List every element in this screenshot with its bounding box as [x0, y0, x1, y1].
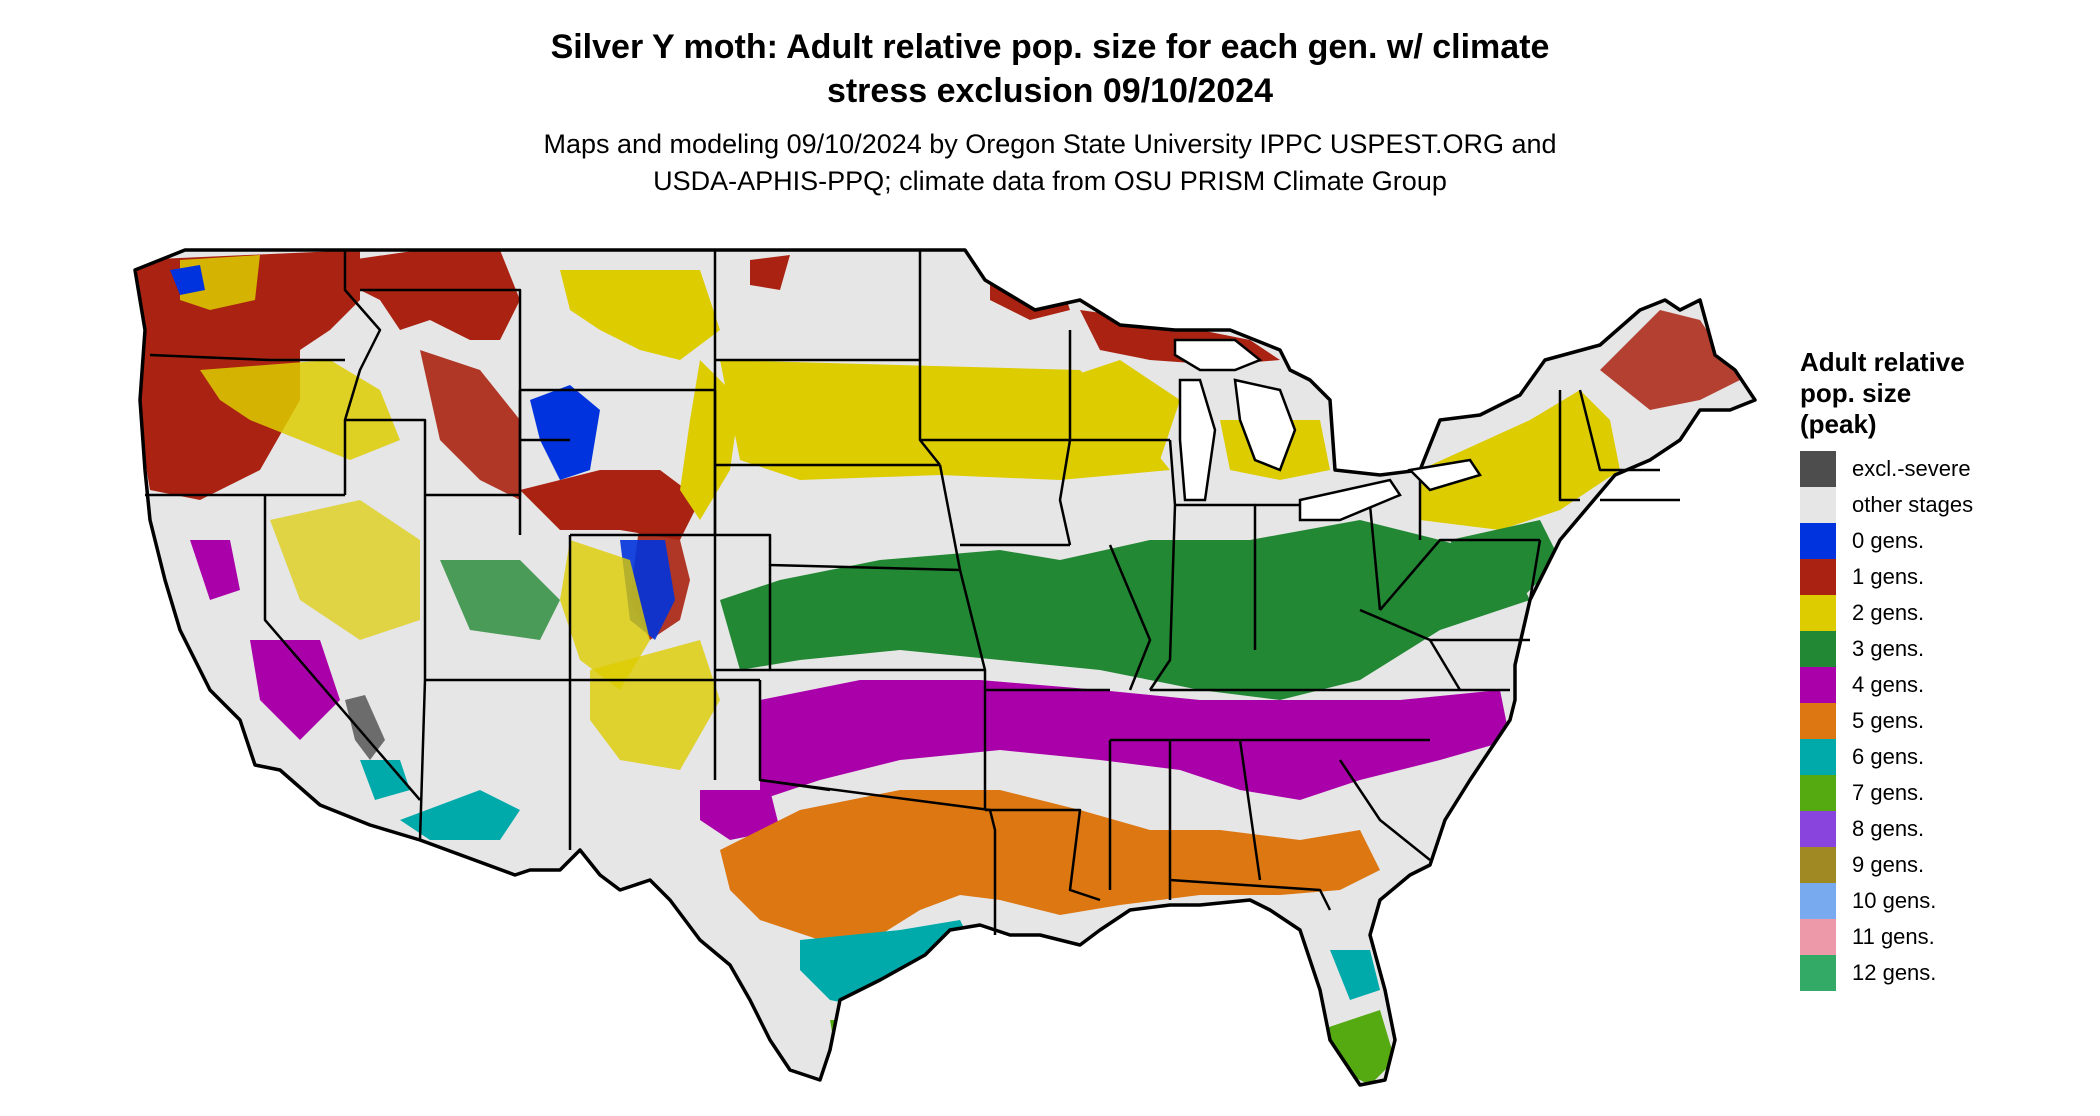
legend-item: 10 gens.	[1800, 883, 2090, 919]
legend-label: other stages	[1852, 492, 1974, 517]
legend-label: 6 gens.	[1852, 744, 1925, 769]
legend-label: 1 gens.	[1852, 564, 1925, 589]
legend-swatch	[1800, 451, 1836, 487]
legend-label: 5 gens.	[1852, 708, 1925, 733]
legend-label: 11 gens.	[1852, 924, 1935, 949]
legend-item: 2 gens.	[1800, 595, 2090, 631]
legend-item: excl.-severe	[1800, 451, 2090, 487]
legend-item: other stages	[1800, 487, 2090, 523]
legend-label: 0 gens.	[1852, 528, 1925, 553]
legend-label: 8 gens.	[1852, 816, 1925, 841]
legend-swatch	[1800, 667, 1836, 703]
legend-item: 9 gens.	[1800, 847, 2090, 883]
legend-title-line-2: pop. size	[1800, 378, 1912, 408]
legend-title: Adult relative pop. size (peak)	[1800, 347, 2060, 440]
legend-label: 12 gens.	[1852, 960, 1937, 985]
legend-item: 7 gens.	[1800, 775, 2090, 811]
legend-label: 3 gens.	[1852, 636, 1925, 661]
legend-item: 12 gens.	[1800, 955, 2090, 991]
legend-item: 5 gens.	[1800, 703, 2090, 739]
map-subtitle-line-2: USDA-APHIS-PPQ; climate data from OSU PR…	[653, 166, 1447, 196]
legend-item: 1 gens.	[1800, 559, 2090, 595]
legend-swatch	[1800, 847, 1836, 883]
legend-swatch	[1800, 955, 1836, 991]
legend-label: 9 gens.	[1852, 852, 1925, 877]
map-title-line-1: Silver Y moth: Adult relative pop. size …	[550, 28, 1550, 66]
legend-swatch	[1800, 595, 1836, 631]
map-subtitle-line-1: Maps and modeling 09/10/2024 by Oregon S…	[543, 129, 1557, 159]
legend-swatch	[1800, 487, 1836, 523]
map-title-line-2: stress exclusion 09/10/2024	[826, 72, 1274, 110]
legend-title-line-1: Adult relative	[1800, 347, 1965, 377]
legend-item: 3 gens.	[1800, 631, 2090, 667]
legend-swatch	[1800, 523, 1836, 559]
legend-title-line-3: (peak)	[1800, 409, 1877, 439]
legend-swatch	[1800, 631, 1836, 667]
legend-swatch	[1800, 559, 1836, 595]
legend-label: 4 gens.	[1852, 672, 1925, 697]
legend-label: excl.-severe	[1852, 456, 1971, 481]
legend-swatch	[1800, 811, 1836, 847]
legend-label: 7 gens.	[1852, 780, 1925, 805]
legend-item: 0 gens.	[1800, 523, 2090, 559]
legend-swatch	[1800, 919, 1836, 955]
legend-label: 10 gens.	[1852, 888, 1937, 913]
legend-swatch	[1800, 703, 1836, 739]
legend-item: 11 gens.	[1800, 919, 2090, 955]
legend-item: 8 gens.	[1800, 811, 2090, 847]
legend-item: 6 gens.	[1800, 739, 2090, 775]
legend-swatch	[1800, 775, 1836, 811]
legend-swatch	[1800, 739, 1836, 775]
legend-label: 2 gens.	[1852, 600, 1925, 625]
legend-swatch	[1800, 883, 1836, 919]
legend-item: 4 gens.	[1800, 667, 2090, 703]
